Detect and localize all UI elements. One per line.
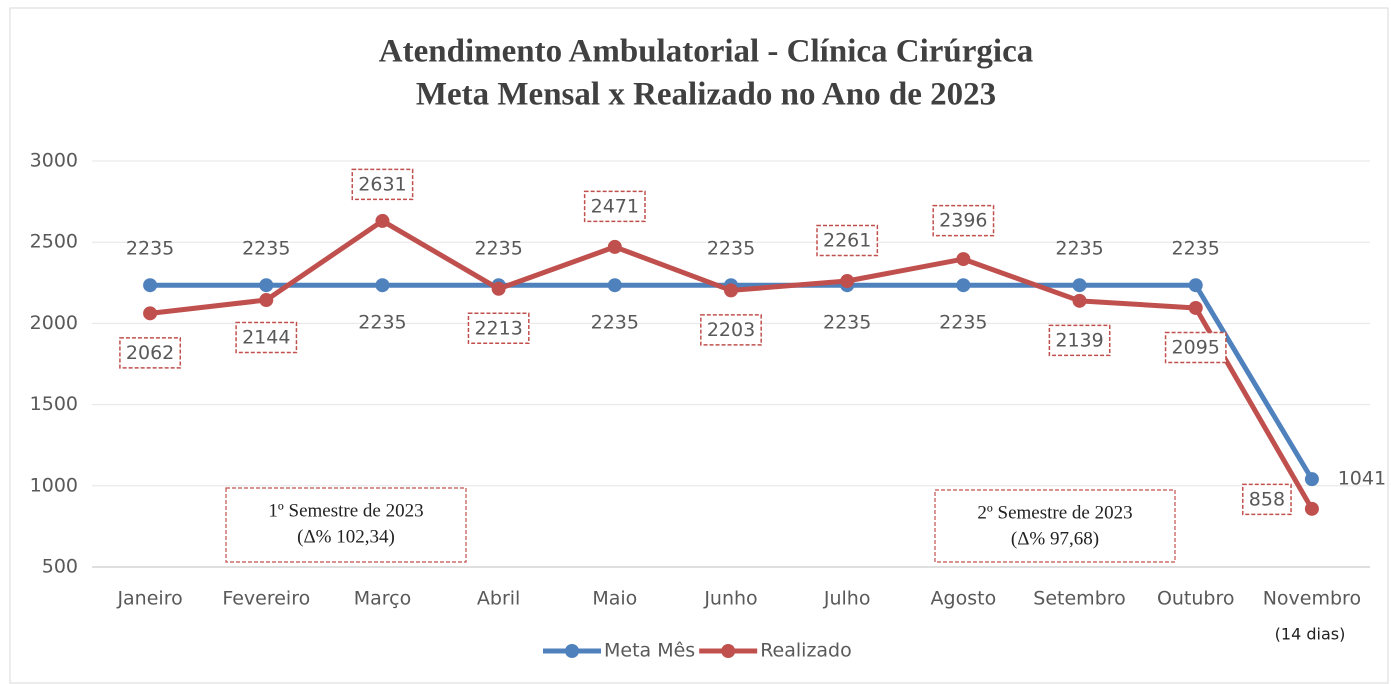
marker bbox=[1188, 278, 1203, 293]
data-label-box bbox=[583, 190, 646, 223]
data-label-box bbox=[932, 204, 995, 237]
x-tick-label: Janeiro bbox=[116, 588, 182, 610]
data-label-box bbox=[816, 224, 879, 257]
x-tick-label: Setembro bbox=[1033, 588, 1125, 610]
data-label-box bbox=[1048, 324, 1111, 357]
y-tick-label: 1000 bbox=[30, 474, 78, 496]
marker bbox=[956, 252, 971, 267]
annotation-text: 2º Semestre de 2023 bbox=[977, 502, 1132, 523]
annotation-text: 1º Semestre de 2023 bbox=[268, 500, 423, 521]
marker bbox=[607, 239, 622, 254]
data-label-box bbox=[700, 314, 762, 346]
data-label: 2139 bbox=[1055, 329, 1103, 351]
data-label: 2235 bbox=[474, 238, 522, 260]
data-label-box bbox=[1164, 331, 1227, 364]
data-label: 1041 bbox=[1338, 468, 1386, 490]
data-label-box bbox=[351, 168, 414, 201]
data-label: 2235 bbox=[939, 312, 987, 334]
legend-label: Meta Mês bbox=[604, 640, 695, 662]
marker bbox=[840, 274, 855, 289]
legend-marker bbox=[721, 644, 736, 658]
marker bbox=[1304, 472, 1319, 487]
marker bbox=[491, 281, 506, 296]
data-label: 2235 bbox=[358, 312, 406, 334]
x-tick-label: Outubro bbox=[1157, 588, 1235, 610]
data-label: 2235 bbox=[823, 312, 871, 334]
x-tick-label: Julho bbox=[823, 588, 871, 610]
y-tick-label: 1500 bbox=[30, 393, 78, 415]
note-box bbox=[1250, 615, 1370, 657]
marker bbox=[1188, 300, 1203, 315]
data-label: 2396 bbox=[939, 210, 987, 232]
marker bbox=[259, 293, 274, 308]
data-label: 2213 bbox=[474, 317, 522, 339]
note: (14 dias) bbox=[1275, 625, 1346, 644]
y-tick-label: 3000 bbox=[30, 150, 78, 172]
marker bbox=[375, 278, 390, 293]
y-tick-label: 2500 bbox=[30, 231, 78, 253]
y-tick-label: 500 bbox=[42, 556, 78, 578]
marker bbox=[1072, 278, 1087, 293]
x-tick-label: Fevereiro bbox=[222, 588, 310, 610]
x-tick-label: Março bbox=[354, 588, 412, 610]
annotation-box bbox=[934, 489, 1176, 563]
data-label: 2261 bbox=[823, 230, 871, 252]
data-label: 2203 bbox=[707, 319, 755, 341]
marker bbox=[143, 306, 158, 321]
data-label: 858 bbox=[1249, 488, 1285, 510]
annotation-box bbox=[225, 487, 467, 563]
chart-subtitle: Meta Mensal x Realizado no Ano de 2023 bbox=[416, 77, 996, 113]
data-label: 2062 bbox=[126, 342, 174, 364]
data-label-box bbox=[119, 337, 182, 369]
data-label: 2631 bbox=[358, 173, 406, 195]
data-label: 2095 bbox=[1172, 336, 1220, 358]
data-label-box bbox=[235, 321, 298, 354]
data-label: 2471 bbox=[591, 195, 639, 217]
data-label-box bbox=[467, 312, 530, 345]
y-tick-label: 2000 bbox=[30, 312, 78, 334]
x-tick-label: Maio bbox=[592, 588, 637, 610]
annotation-text: (Δ% 102,34) bbox=[297, 526, 395, 547]
chart-title: Atendimento Ambulatorial - Clínica Cirúr… bbox=[379, 34, 1033, 70]
data-label: 2235 bbox=[1172, 238, 1220, 260]
marker bbox=[375, 213, 390, 228]
data-label: 2235 bbox=[126, 238, 174, 260]
marker bbox=[607, 278, 622, 293]
annotation-text: (Δ% 97,68) bbox=[1011, 528, 1099, 549]
data-label-box bbox=[1242, 483, 1292, 516]
legend-label: Realizado bbox=[760, 640, 852, 662]
data-label: 2235 bbox=[242, 238, 290, 260]
data-label: 2235 bbox=[1055, 238, 1103, 260]
marker bbox=[1072, 293, 1087, 308]
marker bbox=[143, 278, 158, 293]
x-tick-label: Junho bbox=[703, 588, 757, 610]
marker bbox=[259, 278, 274, 293]
data-label: 2144 bbox=[242, 327, 290, 349]
data-label: 2235 bbox=[707, 238, 755, 260]
x-tick-label: Agosto bbox=[931, 588, 997, 610]
marker bbox=[724, 283, 738, 298]
marker bbox=[956, 278, 971, 293]
data-label: 2235 bbox=[591, 312, 639, 334]
marker bbox=[1304, 501, 1319, 516]
legend-marker bbox=[565, 644, 579, 658]
x-tick-label: Novembro bbox=[1263, 588, 1361, 610]
x-tick-label: Abril bbox=[477, 588, 520, 610]
